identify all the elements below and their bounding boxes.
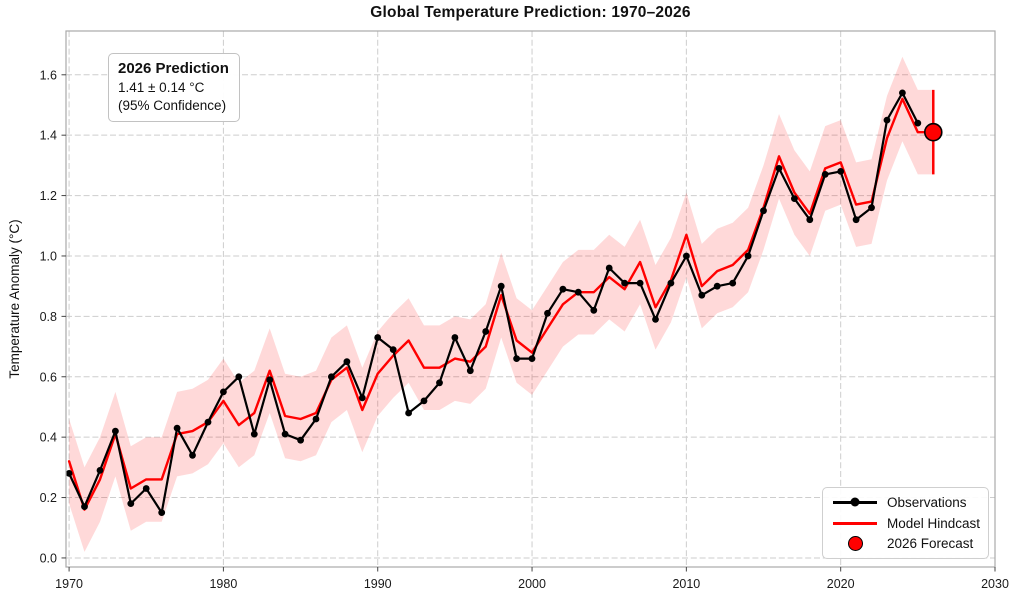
svg-text:1990: 1990 (364, 577, 392, 591)
legend-item-2026-forecast: 2026 Forecast (831, 533, 980, 554)
svg-text:1970: 1970 (55, 577, 83, 591)
legend-item-observations: Observations (831, 492, 980, 513)
annotation-heading: 2026 Prediction (118, 60, 229, 77)
plot-border (65, 30, 996, 568)
y-tick-labels: 0.0 0.2 0.4 0.6 0.8 1.0 1.2 1.4 1.6 (40, 68, 57, 565)
hindcast-line-icon (831, 521, 879, 525)
chart-title: Global Temperature Prediction: 1970–2026 (370, 4, 691, 21)
svg-text:2010: 2010 (672, 577, 700, 591)
tick-marks (61, 74, 996, 572)
legend-item-model-hindcast: Model Hindcast (831, 513, 980, 534)
svg-text:0.6: 0.6 (40, 370, 57, 384)
legend: Observations Model Hindcast 2026 Forecas… (822, 487, 989, 559)
observation-markers (65, 89, 922, 516)
svg-text:1.0: 1.0 (40, 249, 57, 263)
svg-text:0.0: 0.0 (40, 551, 57, 565)
observations-line-dot-icon (831, 497, 879, 507)
prediction-annotation-box: 2026 Prediction 1.41 ± 0.14 °C (95% Conf… (108, 53, 240, 122)
svg-text:0.4: 0.4 (40, 431, 57, 445)
annotation-value: 1.41 ± 0.14 °C (118, 80, 205, 95)
forecast-marker (923, 122, 943, 142)
svg-text:1.4: 1.4 (40, 129, 57, 143)
annotation-confidence: (95% Confidence) (118, 98, 227, 113)
hindcast-line (67, 97, 935, 511)
svg-text:1.2: 1.2 (40, 189, 57, 203)
observations-line (67, 91, 919, 514)
svg-text:1980: 1980 (209, 577, 237, 591)
y-axis-label: Temperature Anomaly (°C) (7, 219, 22, 379)
svg-text:0.8: 0.8 (40, 310, 57, 324)
svg-text:2030: 2030 (981, 577, 1009, 591)
confidence-band (69, 56, 934, 552)
legend-label-observations: Observations (887, 494, 967, 510)
x-tick-labels: 1970 1980 1990 2000 2010 2020 2030 (55, 577, 1009, 591)
legend-label-model-hindcast: Model Hindcast (887, 515, 981, 531)
svg-text:2000: 2000 (518, 577, 546, 591)
svg-text:1.6: 1.6 (40, 68, 57, 82)
legend-label-2026-forecast: 2026 Forecast (887, 536, 974, 552)
svg-text:0.2: 0.2 (40, 491, 57, 505)
svg-text:2020: 2020 (827, 577, 855, 591)
forecast-dot-icon (831, 536, 879, 552)
